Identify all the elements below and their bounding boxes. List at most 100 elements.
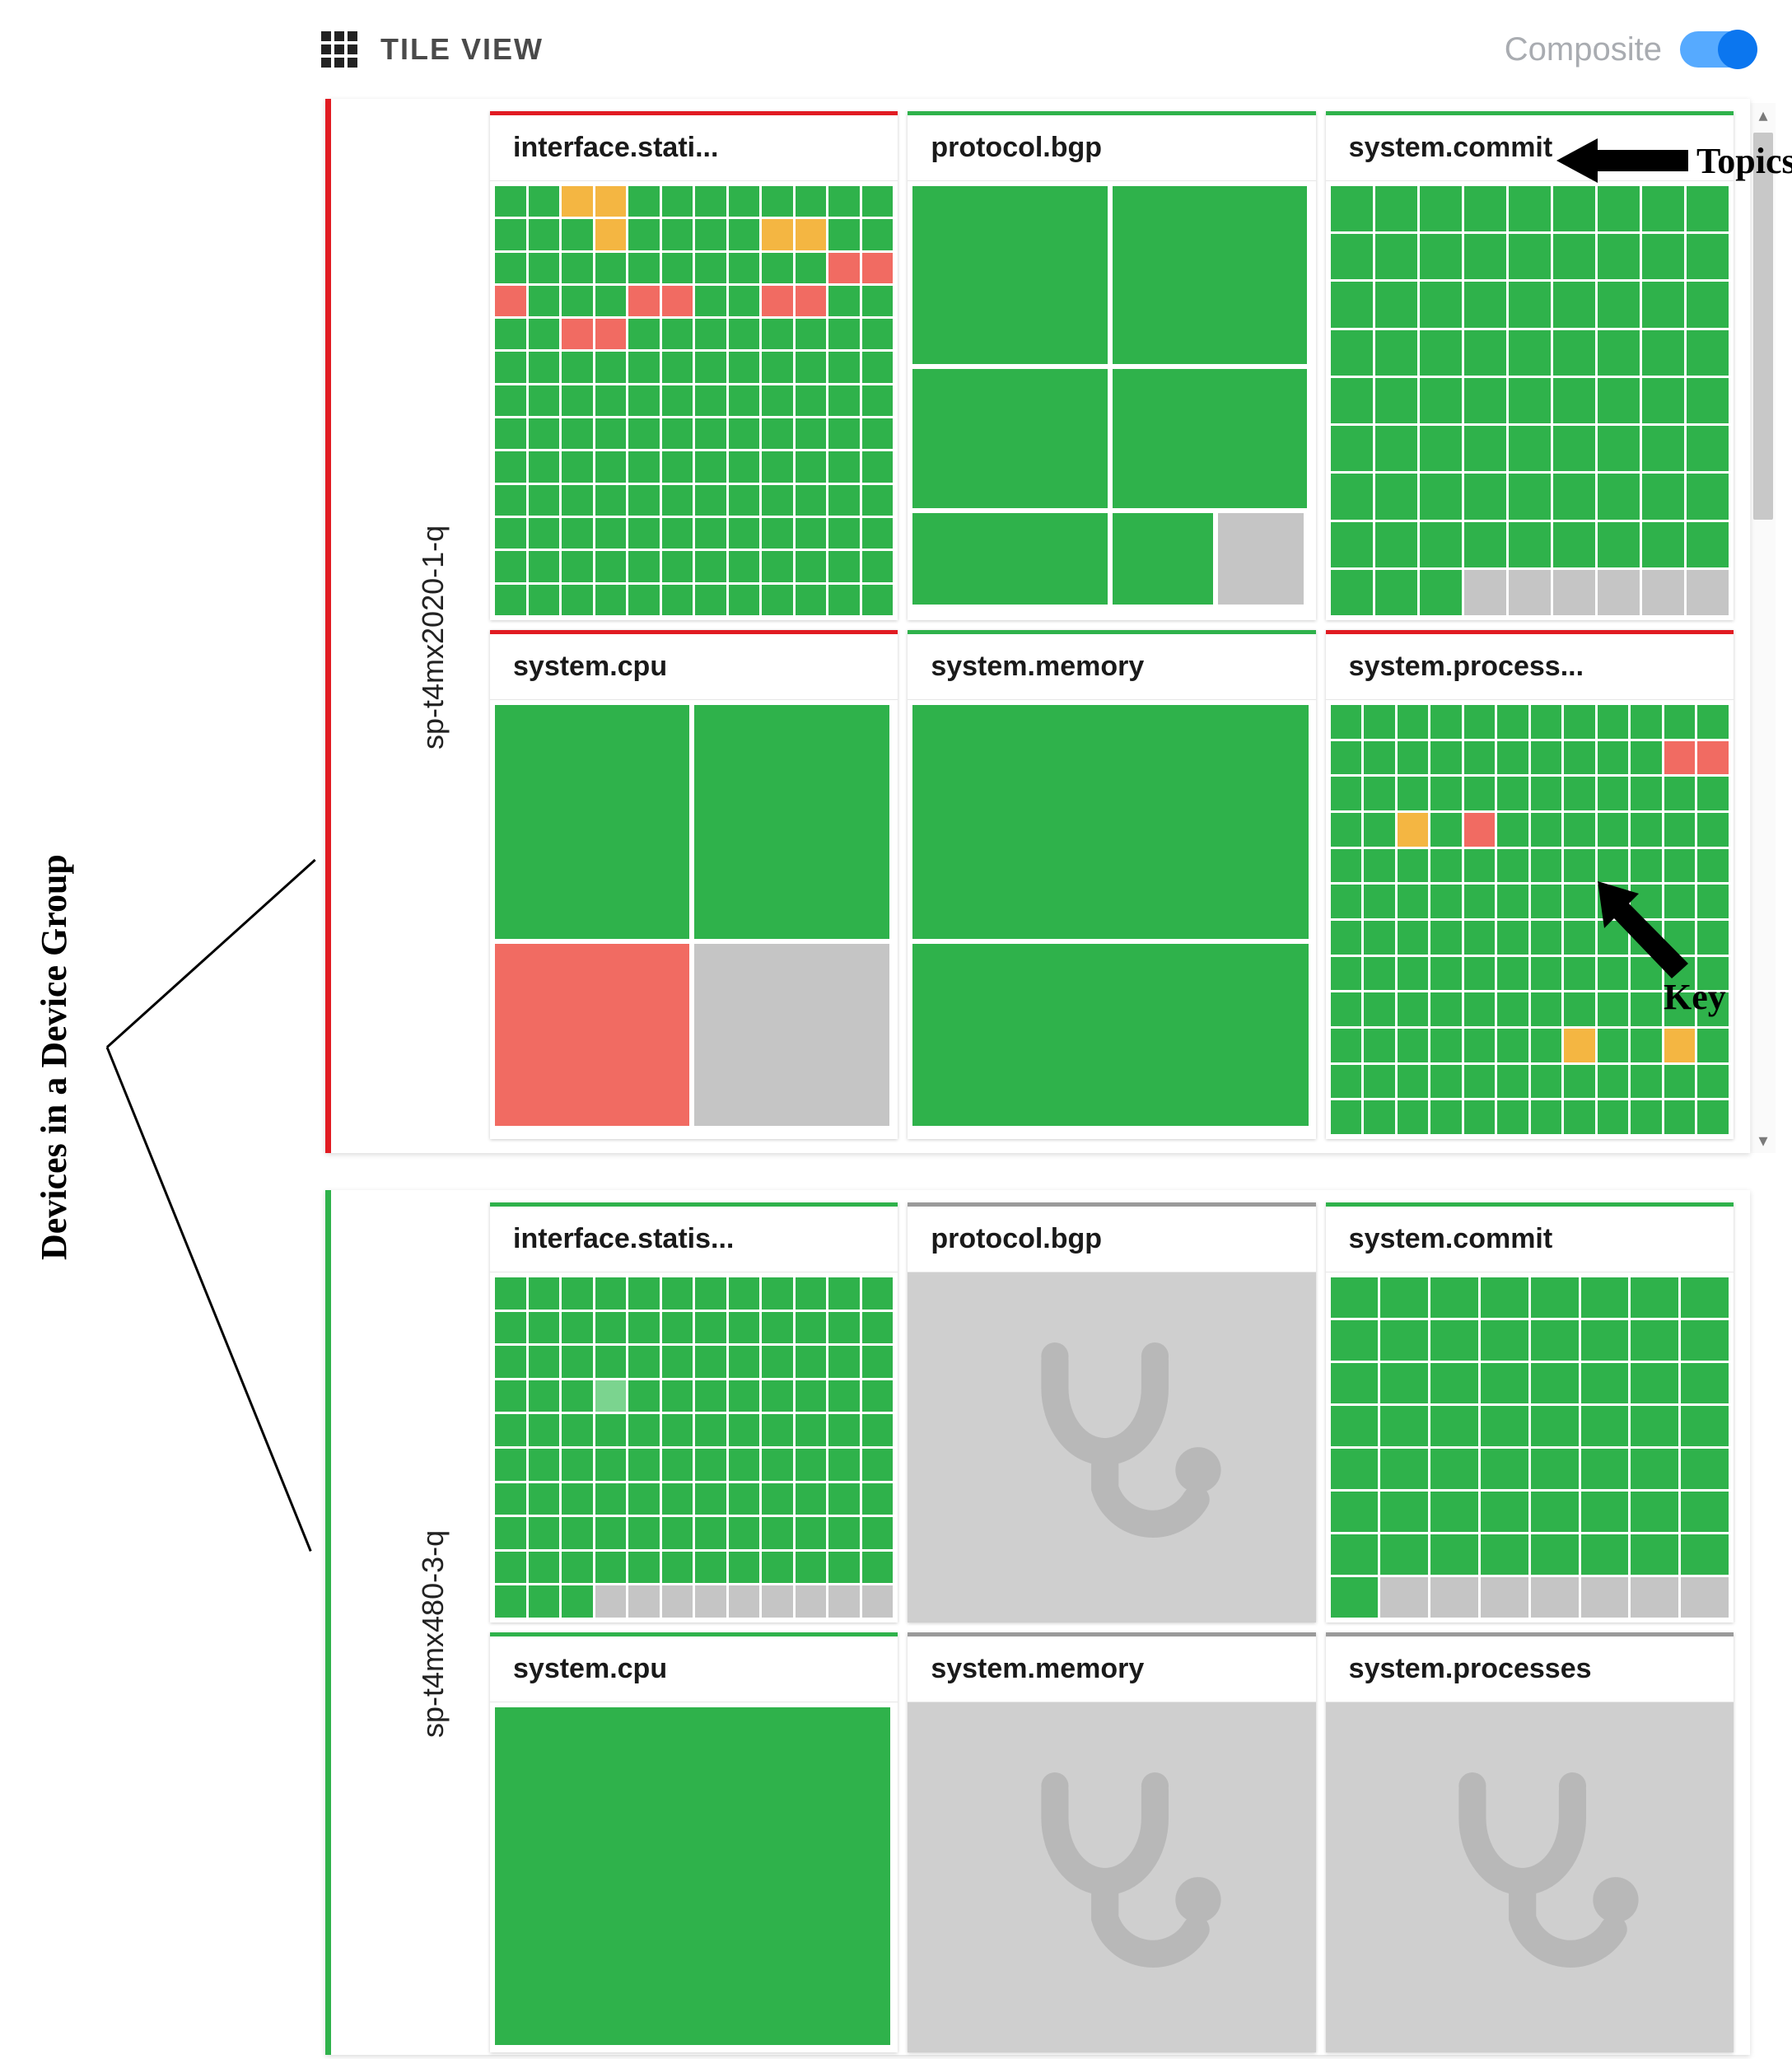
- tile-cell[interactable]: [1509, 426, 1551, 471]
- tile-cell[interactable]: [1687, 474, 1729, 519]
- tile-cell[interactable]: [562, 253, 593, 283]
- tile-cell[interactable]: [1380, 1363, 1428, 1403]
- tile-cell[interactable]: [1331, 777, 1362, 810]
- topic-tile[interactable]: interface.stati...: [490, 111, 898, 620]
- tile-cell[interactable]: [529, 352, 560, 382]
- tile-cell[interactable]: [595, 186, 627, 217]
- tile-cell[interactable]: [1631, 1534, 1678, 1575]
- tile-cell[interactable]: [1420, 570, 1462, 615]
- tile-cell[interactable]: [1664, 813, 1696, 847]
- tile-cell[interactable]: [1380, 1406, 1428, 1446]
- tile-cell[interactable]: [562, 1380, 593, 1412]
- tile-cell[interactable]: [529, 485, 560, 516]
- tile-cell[interactable]: [1687, 282, 1729, 327]
- tile-cell[interactable]: [1364, 921, 1395, 955]
- tile-cell[interactable]: [595, 219, 627, 250]
- tile-cell[interactable]: [1481, 1577, 1528, 1618]
- tile-cell[interactable]: [1375, 234, 1417, 279]
- tile-cell[interactable]: [1430, 1577, 1478, 1618]
- tile-cell[interactable]: [1598, 705, 1629, 739]
- tile-cell[interactable]: [1531, 957, 1562, 991]
- tile-cell[interactable]: [662, 1346, 693, 1378]
- tile-cell[interactable]: [1564, 1029, 1595, 1062]
- tile-cell[interactable]: [1553, 330, 1595, 376]
- tile-cell[interactable]: [695, 1414, 726, 1446]
- tile-cell[interactable]: [662, 1552, 693, 1584]
- tile-cell[interactable]: [1430, 992, 1462, 1026]
- tile-cell[interactable]: [1420, 234, 1462, 279]
- tile-cell[interactable]: [495, 551, 526, 581]
- tile-cell[interactable]: [1553, 474, 1595, 519]
- tile-cell[interactable]: [729, 385, 760, 416]
- tile-cell[interactable]: [1331, 705, 1362, 739]
- tile-cell[interactable]: [729, 551, 760, 581]
- tile-cell[interactable]: [662, 585, 693, 615]
- tile-cell[interactable]: [662, 418, 693, 449]
- tile-cell[interactable]: [595, 1277, 627, 1310]
- tile-cell[interactable]: [1642, 378, 1684, 423]
- tile-cell[interactable]: [1553, 570, 1595, 615]
- tile-cell[interactable]: [529, 186, 560, 217]
- tile-cell[interactable]: [1464, 777, 1496, 810]
- tile-cell[interactable]: [529, 219, 560, 250]
- tile-cell[interactable]: [1497, 957, 1528, 991]
- tile-cell[interactable]: [1398, 921, 1429, 955]
- tile-block[interactable]: [495, 705, 689, 939]
- topic-tile[interactable]: protocol.bgp: [908, 111, 1315, 620]
- tile-cell[interactable]: [1631, 1277, 1678, 1318]
- tile-cell[interactable]: [862, 585, 894, 615]
- tile-cell[interactable]: [495, 518, 526, 549]
- tile-cell[interactable]: [1687, 378, 1729, 423]
- tile-cell[interactable]: [1464, 741, 1496, 775]
- tile-cell[interactable]: [1331, 1406, 1379, 1446]
- tile-cell[interactable]: [562, 1483, 593, 1515]
- tile-cell[interactable]: [1564, 813, 1595, 847]
- tile-cell[interactable]: [828, 1380, 860, 1412]
- tile-block[interactable]: [912, 944, 1308, 1126]
- topic-tile[interactable]: system.commit: [1326, 1202, 1734, 1622]
- tile-cell[interactable]: [1464, 1100, 1496, 1134]
- tile-cell[interactable]: [1380, 1534, 1428, 1575]
- tile-cell[interactable]: [1598, 777, 1629, 810]
- tile-cell[interactable]: [1331, 234, 1373, 279]
- tile-cell[interactable]: [1398, 1100, 1429, 1134]
- tile-cell[interactable]: [1430, 1277, 1478, 1318]
- tile-cell[interactable]: [1331, 1534, 1379, 1575]
- tile-cell[interactable]: [1642, 522, 1684, 567]
- tile-cell[interactable]: [762, 551, 793, 581]
- tile-cell[interactable]: [595, 451, 627, 482]
- tile-cell[interactable]: [695, 1312, 726, 1344]
- tile-cell[interactable]: [796, 551, 827, 581]
- tile-cell[interactable]: [862, 219, 894, 250]
- tile-cell[interactable]: [595, 1517, 627, 1549]
- tile-cell[interactable]: [495, 319, 526, 349]
- tile-cell[interactable]: [796, 319, 827, 349]
- tile-cell[interactable]: [729, 1585, 760, 1618]
- tile-cell[interactable]: [1697, 705, 1729, 739]
- tile-cell[interactable]: [1531, 992, 1562, 1026]
- tile-cell[interactable]: [862, 551, 894, 581]
- tile-cell[interactable]: [562, 1277, 593, 1310]
- tile-cell[interactable]: [1464, 282, 1506, 327]
- tile-cell[interactable]: [1687, 186, 1729, 231]
- tile-cell[interactable]: [828, 451, 860, 482]
- tile-block[interactable]: [1113, 186, 1307, 364]
- tile-cell[interactable]: [1564, 777, 1595, 810]
- tile-cell[interactable]: [695, 352, 726, 382]
- scroll-up-icon[interactable]: ▴: [1751, 103, 1776, 128]
- tile-cell[interactable]: [1331, 1277, 1379, 1318]
- tile-cell[interactable]: [1420, 426, 1462, 471]
- tile-cell[interactable]: [1598, 234, 1640, 279]
- tile-cell[interactable]: [1430, 957, 1462, 991]
- tile-cell[interactable]: [762, 319, 793, 349]
- tile-cell[interactable]: [796, 1449, 827, 1481]
- tile-cell[interactable]: [695, 286, 726, 316]
- tile-cell[interactable]: [1497, 1065, 1528, 1099]
- tile-cell[interactable]: [1697, 813, 1729, 847]
- tile-cell[interactable]: [1420, 186, 1462, 231]
- tile-cell[interactable]: [562, 385, 593, 416]
- tile-cell[interactable]: [1497, 705, 1528, 739]
- tile-block[interactable]: [694, 705, 889, 939]
- tile-cell[interactable]: [1631, 1100, 1662, 1134]
- scrollbar[interactable]: ▴ ▾: [1751, 103, 1776, 1153]
